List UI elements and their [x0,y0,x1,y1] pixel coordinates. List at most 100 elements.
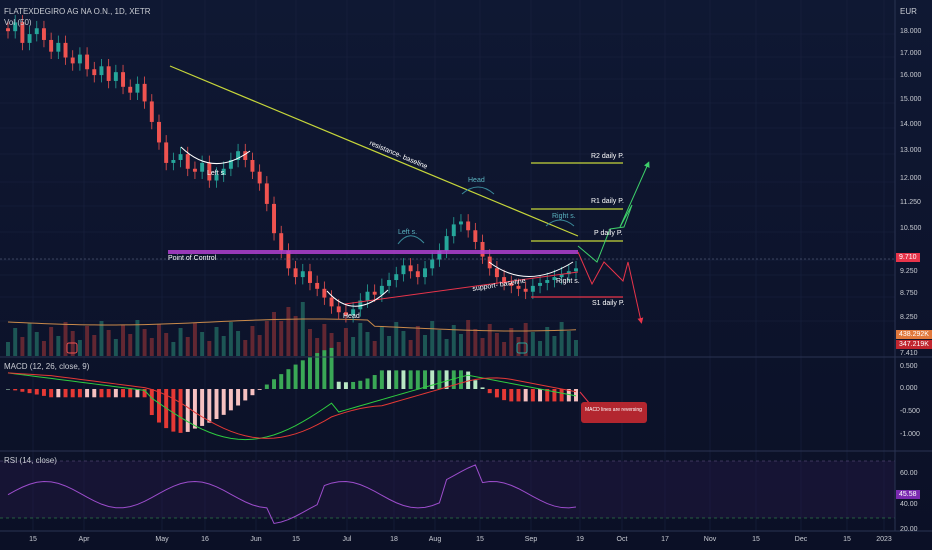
rsi-title[interactable]: RSI (14, close) [4,456,57,465]
volume-bar [502,342,507,356]
y-tick: 16.000 [900,72,922,79]
macd-hist-bar [451,370,456,389]
candle [41,28,46,40]
right-shoulder2-label: Right s. [552,213,576,220]
macd-hist-bar [358,380,363,389]
volume-ma-badge: 438.292K [896,330,932,339]
volume-bar [6,342,10,356]
candle [494,268,499,278]
macd-hist-bar [13,389,18,391]
volume-bar [34,332,39,356]
macd-hist-bar [279,374,284,389]
volume-bar [545,327,550,356]
volume-bar [228,322,233,356]
macd-hist-bar [135,389,140,398]
macd-hist-bar [437,370,442,389]
candle [523,288,528,292]
volume-bar [415,326,420,356]
y-tick: 12.000 [900,175,922,182]
candle [509,282,514,286]
macd-hist-bar [49,389,54,398]
volume-bar [178,328,183,356]
macd-hist-bar [351,381,356,389]
volume-bar [272,312,277,356]
x-tick: Dec [794,536,808,543]
macd-hist-bar [343,382,348,389]
macd-hist-bar [192,389,197,429]
candle [408,265,413,272]
macd-hist-bar [221,389,226,415]
rsi-pane [0,460,895,525]
y-tick: 8.250 [900,314,918,321]
volume-bar [574,340,578,356]
volume-bar [192,323,197,356]
volume-bar [430,321,435,356]
rsi-line [7,464,577,525]
macd-hist-bar [444,370,449,389]
symbol-title[interactable]: FLATEXDEGIRO AG NA O.N., 1D, XETR [4,7,151,16]
macd-hist-bar [480,387,485,389]
volume-bar [394,322,399,356]
rsi-y-tick: 40.00 [900,501,918,508]
candle [372,291,377,295]
volume-bar [358,323,363,356]
volume-bar [336,342,341,356]
candle [430,259,435,269]
candle [415,271,420,278]
x-tick: 2023 [876,536,892,543]
candle [171,159,176,163]
macd-hist-bar [509,389,514,402]
candle [286,250,291,269]
volume-bar [257,335,262,356]
candle [20,22,25,43]
volume-bar [286,307,291,356]
macd-hist-bar [157,389,161,423]
right-shoulder-arc [488,261,574,277]
candle [480,241,485,257]
rsi-y-tick: 60.00 [900,470,918,477]
volume-bar [13,328,18,356]
macd-hist-bar [523,389,528,402]
candle [574,268,578,272]
volume-bar [322,324,327,356]
volume-label[interactable]: Vol (50) [4,18,32,27]
candle [315,282,320,289]
volume-bar [552,336,557,356]
candle [502,277,507,283]
candle [394,274,399,281]
x-tick: Jul [342,536,352,543]
macd-title[interactable]: MACD (12, 26, close, 9) [4,362,90,371]
volume-badge: 347.219K [896,340,932,349]
macd-hist-bar [228,389,233,411]
macd-hist-bar [121,389,126,398]
candle [185,154,190,169]
macd-y-tick: -1.000 [900,431,920,438]
macd-hist-bar [128,389,133,398]
macd-hist-bar [70,389,75,398]
volume-bar [451,325,456,356]
y-tick: 18.000 [900,28,922,35]
candle [264,183,269,204]
candle [458,221,463,225]
macd-hist-bar [365,378,370,389]
volume-bar [121,325,126,356]
macd-hist-bar [307,356,312,389]
volume-bar [77,340,82,356]
resistance-line [169,65,579,237]
candle [336,306,341,313]
left-shoulder-arc [180,146,251,164]
candle [92,69,97,76]
macd-hist-bar [387,370,392,389]
volume-bar [264,321,269,356]
macd-hist-bar [408,370,413,389]
candle [351,309,356,316]
volume-bar [351,337,356,356]
candles [6,15,578,323]
x-tick: Oct [616,536,628,543]
volume-bar [214,327,219,356]
candle [566,271,571,275]
candle [545,280,550,283]
left-shoulder2-label: Left s. [398,229,418,236]
macd-hist-bar [185,389,190,432]
